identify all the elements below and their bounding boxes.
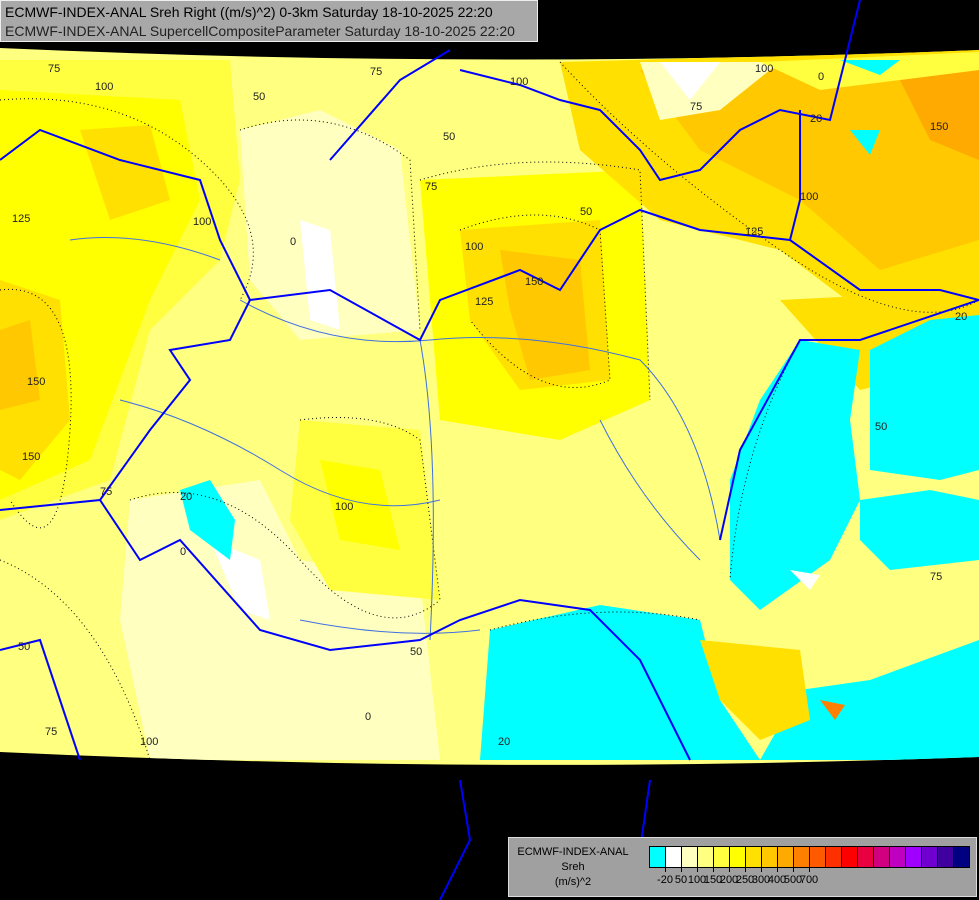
- legend-tick: [761, 867, 762, 872]
- legend-swatch: [842, 847, 858, 867]
- contour-label: 75: [930, 571, 942, 583]
- legend-tick-label: 100: [687, 874, 707, 886]
- contour-label: 0: [365, 711, 371, 723]
- legend-swatch: [922, 847, 938, 867]
- contour-label: 100: [95, 81, 113, 93]
- legend-swatch: [762, 847, 778, 867]
- legend-tick-label: 250: [735, 874, 755, 886]
- contour-label: 125: [745, 226, 763, 238]
- legend-tick: [697, 867, 698, 872]
- contour-label: 20: [810, 113, 822, 125]
- legend-swatch: [746, 847, 762, 867]
- legend-tick-label: 700: [799, 874, 819, 886]
- contour-label: 20: [498, 736, 510, 748]
- legend-swatch: [938, 847, 954, 867]
- legend-variable: Sreh: [561, 861, 585, 873]
- legend-swatch: [682, 847, 698, 867]
- contour-label: 0: [818, 71, 824, 83]
- contour-label: 100: [510, 76, 528, 88]
- legend-swatch: [906, 847, 922, 867]
- map-title-box: ECMWF-INDEX-ANAL Sreh Right ((m/s)^2) 0-…: [0, 0, 538, 42]
- contour-label: 75: [45, 726, 57, 738]
- legend-swatch: [714, 847, 730, 867]
- contour-label: 50: [580, 206, 592, 218]
- legend-tick: [681, 867, 682, 872]
- legend-tick-label: 500: [783, 874, 803, 886]
- map-title: ECMWF-INDEX-ANAL Sreh Right ((m/s)^2) 0-…: [5, 4, 493, 20]
- contour-label: 150: [27, 376, 45, 388]
- legend-tick: [729, 867, 730, 872]
- contour-label: 75: [100, 486, 112, 498]
- legend-tick: [777, 867, 778, 872]
- contour-labels: 75 100 50 75 125 100 150 150 0 50 75 100 125 150 75 100…: [12, 63, 967, 748]
- contour-label: 0: [180, 546, 186, 558]
- legend-tick-label: 400: [767, 874, 787, 886]
- contour-label: 100: [335, 501, 353, 513]
- contour-label: 0: [290, 236, 296, 248]
- legend-swatch: [874, 847, 890, 867]
- contour-label: 75: [48, 63, 60, 75]
- contour-label: 125: [475, 296, 493, 308]
- legend-swatch: [650, 847, 666, 867]
- contour-label: 20: [955, 311, 967, 323]
- legend-swatch: [666, 847, 682, 867]
- legend-swatch: [794, 847, 810, 867]
- legend-title: ECMWF-INDEX-ANAL: [517, 846, 629, 858]
- legend-tick: [745, 867, 746, 872]
- contour-label: 50: [875, 421, 887, 433]
- legend-swatch: [890, 847, 906, 867]
- contour-label: 150: [525, 276, 543, 288]
- contour-label: 125: [12, 213, 30, 225]
- legend-tick-label: -20: [657, 874, 673, 886]
- field-layer: [0, 48, 979, 765]
- contour-label: 50: [18, 641, 30, 653]
- legend-swatch: [826, 847, 842, 867]
- legend-colorbar: [649, 846, 970, 868]
- contour-label: 50: [443, 131, 455, 143]
- contour-label: 50: [253, 91, 265, 103]
- contour-label: 100: [755, 63, 773, 75]
- legend-swatch: [778, 847, 794, 867]
- legend-swatch: [858, 847, 874, 867]
- legend-tick: [665, 867, 666, 872]
- contour-label: 150: [930, 121, 948, 133]
- legend-tick: [793, 867, 794, 872]
- contour-label: 150: [22, 451, 40, 463]
- legend-swatch: [810, 847, 826, 867]
- legend-tick: [713, 867, 714, 872]
- legend-swatch: [730, 847, 746, 867]
- legend-unit: (m/s)^2: [554, 876, 592, 888]
- legend-tick-label: 150: [703, 874, 723, 886]
- contour-label: 100: [465, 241, 483, 253]
- contour-label: 75: [370, 66, 382, 78]
- legend-tick-label: 300: [751, 874, 771, 886]
- contour-label: 20: [180, 491, 192, 503]
- legend-swatch: [698, 847, 714, 867]
- contour-label: 100: [193, 216, 211, 228]
- legend-swatch: [954, 847, 969, 867]
- legend-tick-label: 200: [719, 874, 739, 886]
- contour-label: 100: [140, 736, 158, 748]
- contour-label: 50: [410, 646, 422, 658]
- map-subtitle: ECMWF-INDEX-ANAL SupercellCompositeParam…: [5, 23, 515, 39]
- contour-label: 75: [425, 181, 437, 193]
- contour-label: 75: [690, 101, 702, 113]
- contour-label: 100: [800, 191, 818, 203]
- legend-tick: [809, 867, 810, 872]
- legend-tick-label: 50: [674, 874, 688, 886]
- color-legend: ECMWF-INDEX-ANAL Sreh (m/s)^2 -20 50 100 15…: [508, 837, 977, 897]
